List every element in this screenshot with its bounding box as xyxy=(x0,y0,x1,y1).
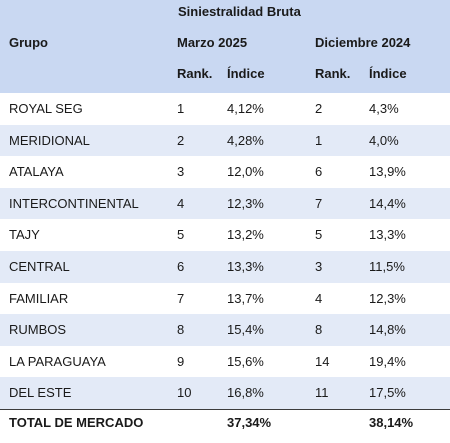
total-index-period1: 37,34% xyxy=(227,414,272,430)
cell-rank-period1: 1 xyxy=(177,101,185,116)
table-row: MERIDIONAL 2 4,28% 1 4,0% xyxy=(0,124,450,157)
column-header-rank1: Rank. xyxy=(177,66,213,81)
column-header-index2: Índice xyxy=(369,66,407,81)
cell-rank-period2: 2 xyxy=(315,101,323,116)
cell-rank-period1: 4 xyxy=(177,195,185,211)
column-header-grupo: Grupo xyxy=(9,35,48,50)
cell-index-period2: 17,5% xyxy=(369,385,406,401)
cell-index-period1: 4,12% xyxy=(227,101,264,116)
table-row: ATALAYA 3 12,0% 6 13,9% xyxy=(0,156,450,188)
table-row: ROYAL SEG 1 4,12% 2 4,3% xyxy=(0,93,450,125)
cell-index-period2: 4,3% xyxy=(369,101,399,116)
cell-grupo: FAMILIAR xyxy=(9,290,69,306)
cell-grupo: ROYAL SEG xyxy=(9,101,83,116)
cell-grupo: CENTRAL xyxy=(9,258,70,274)
cell-index-period2: 13,3% xyxy=(369,227,406,243)
cell-rank-period2: 6 xyxy=(315,164,323,180)
cell-index-period2: 4,0% xyxy=(369,132,399,148)
cell-rank-period1: 7 xyxy=(177,290,185,306)
cell-rank-period1: 6 xyxy=(177,258,185,274)
cell-rank-period2: 7 xyxy=(315,195,323,211)
table-row: FAMILIAR 7 13,7% 4 12,3% xyxy=(0,283,450,315)
cell-rank-period1: 9 xyxy=(177,353,185,369)
cell-index-period2: 11,5% xyxy=(369,258,405,274)
total-index-period2: 38,14% xyxy=(369,414,414,430)
cell-index-period1: 4,28% xyxy=(227,132,264,148)
column-header-rank2: Rank. xyxy=(315,66,351,81)
total-row: TOTAL DE MERCADO 37,34% 38,14% xyxy=(0,408,450,438)
cell-grupo: ATALAYA xyxy=(9,164,64,180)
cell-grupo: INTERCONTINENTAL xyxy=(9,195,139,211)
cell-grupo: LA PARAGUAYA xyxy=(9,353,106,369)
cell-index-period1: 15,4% xyxy=(227,322,264,338)
column-header-period1: Marzo 2025 xyxy=(177,35,248,50)
cell-grupo: TAJY xyxy=(9,227,40,243)
cell-rank-period2: 5 xyxy=(315,227,323,243)
cell-index-period2: 19,4% xyxy=(369,353,406,369)
cell-rank-period1: 2 xyxy=(177,132,185,148)
cell-index-period2: 13,9% xyxy=(369,164,406,180)
column-header-period2: Diciembre 2024 xyxy=(315,35,411,50)
cell-grupo: DEL ESTE xyxy=(9,385,72,401)
cell-grupo: RUMBOS xyxy=(9,322,67,338)
cell-index-period1: 13,3% xyxy=(227,258,264,274)
table-row: CENTRAL 6 13,3% 3 11,5% xyxy=(0,250,450,283)
cell-index-period1: 13,2% xyxy=(227,227,264,243)
cell-index-period1: 15,6% xyxy=(227,353,264,369)
cell-index-period2: 14,8% xyxy=(369,322,406,338)
cell-rank-period1: 8 xyxy=(177,322,185,338)
table-header: Siniestralidad Bruta Grupo Marzo 2025 Di… xyxy=(0,0,450,93)
cell-rank-period2: 11 xyxy=(315,385,329,401)
cell-rank-period2: 4 xyxy=(315,290,323,306)
column-header-index1: Índice xyxy=(227,66,265,81)
cell-rank-period1: 10 xyxy=(177,385,192,401)
table-row: RUMBOS 8 15,4% 8 14,8% xyxy=(0,314,450,346)
cell-index-period1: 12,0% xyxy=(227,164,264,180)
cell-rank-period2: 14 xyxy=(315,353,330,369)
table-row: TAJY 5 13,2% 5 13,3% xyxy=(0,219,450,251)
total-label: TOTAL DE MERCADO xyxy=(9,414,144,430)
cell-rank-period1: 5 xyxy=(177,227,185,243)
cell-rank-period2: 8 xyxy=(315,322,323,338)
cell-rank-period2: 3 xyxy=(315,258,323,274)
cell-rank-period2: 1 xyxy=(315,132,323,148)
cell-index-period1: 13,7% xyxy=(227,290,264,306)
cell-grupo: MERIDIONAL xyxy=(9,132,90,148)
group-title: Siniestralidad Bruta xyxy=(178,4,301,19)
table-body: ROYAL SEG 1 4,12% 2 4,3% MERIDIONAL 2 4,28% 1 4,0… xyxy=(0,93,450,409)
table-row: LA PARAGUAYA 9 15,6% 14 19,4% xyxy=(0,346,450,378)
cell-index-period1: 12,3% xyxy=(227,195,264,211)
cell-rank-period1: 3 xyxy=(177,164,185,180)
cell-index-period2: 14,4% xyxy=(369,195,406,211)
table-row: INTERCONTINENTAL 4 12,3% 7 14,4% xyxy=(0,187,450,220)
cell-index-period2: 12,3% xyxy=(369,290,406,306)
cell-index-period1: 16,8% xyxy=(227,385,264,401)
table-row: DEL ESTE 10 16,8% 11 17,5% xyxy=(0,377,450,409)
